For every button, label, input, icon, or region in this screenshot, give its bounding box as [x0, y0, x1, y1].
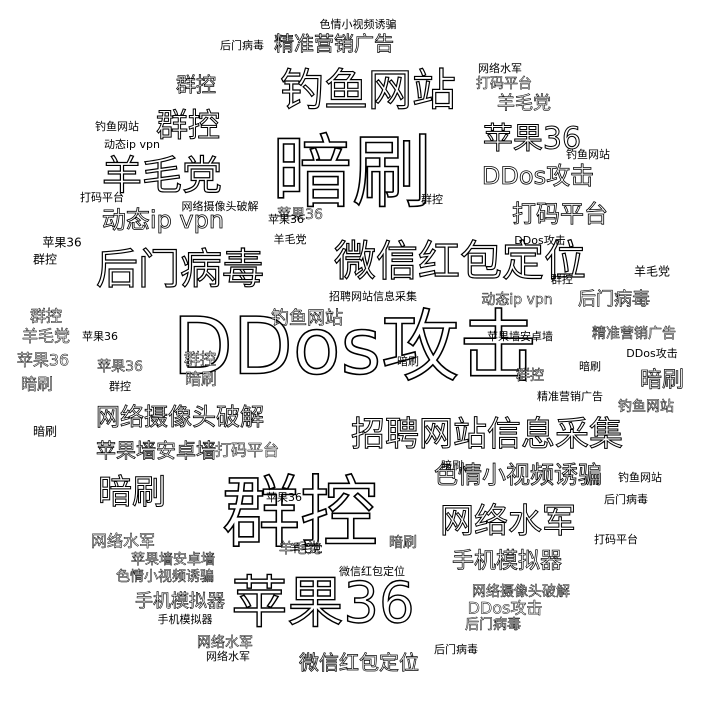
cloud-word: 群控 — [176, 73, 216, 97]
cloud-word: 打码平台 — [80, 190, 124, 204]
cloud-word: 苹果36 — [483, 122, 581, 157]
cloud-word: 暗刷 — [272, 126, 432, 219]
cloud-word: 网络水军 — [206, 649, 250, 663]
cloud-word: 苹果36 — [97, 359, 143, 375]
cloud-word: 暗刷 — [98, 473, 166, 513]
cloud-word: 动态ip vpn — [104, 138, 160, 151]
cloud-word: 羊毛党 — [290, 541, 323, 555]
cloud-word: 网络水军 — [478, 61, 522, 75]
cloud-word: 羊毛党 — [22, 327, 70, 346]
cloud-word: 暗刷 — [579, 359, 601, 373]
cloud-word: 网络摄像头破解 — [182, 199, 259, 213]
cloud-word: 群控 — [184, 350, 216, 369]
cloud-word: 网络摄像头破解 — [96, 403, 264, 431]
cloud-word: 打码平台 — [215, 441, 279, 460]
cloud-word: 招聘网站信息采集 — [329, 289, 417, 303]
cloud-word: 暗刷 — [640, 368, 684, 393]
cloud-word: 暗刷 — [397, 354, 419, 368]
cloud-word: 色情小视频诱骗 — [320, 17, 397, 31]
cloud-word: 暗刷 — [389, 535, 417, 551]
cloud-word: 羊毛党 — [497, 93, 551, 114]
cloud-word: 后门病毒 — [578, 289, 650, 310]
cloud-word: 钓鱼网站 — [271, 308, 343, 329]
cloud-word: 苹果36 — [268, 212, 304, 226]
cloud-word: 网络摄像头破解 — [472, 584, 570, 600]
cloud-word: 群控 — [109, 379, 131, 393]
cloud-word: 苹果36 — [42, 236, 81, 250]
cloud-word: 群控 — [551, 272, 573, 286]
cloud-word: 苹果36 — [82, 329, 118, 343]
cloud-word: 苹果36 — [17, 351, 69, 370]
cloud-word: 手机模拟器 — [158, 612, 213, 626]
cloud-word: 后门病毒 — [220, 38, 264, 52]
cloud-word: 钓鱼网站 — [618, 398, 674, 415]
cloud-word: 后门病毒 — [434, 642, 478, 656]
cloud-word: 打码平台 — [594, 532, 638, 546]
cloud-word: 钓鱼网站 — [95, 119, 139, 133]
cloud-word: 微信红包定位 — [299, 651, 419, 675]
cloud-word: 群控 — [33, 253, 57, 267]
cloud-word: DDos攻击 — [482, 162, 594, 190]
cloud-word: 群控 — [516, 368, 544, 384]
cloud-word: 群控 — [156, 106, 220, 144]
cloud-word: 苹果36 — [277, 207, 323, 223]
cloud-word: 羊毛党 — [279, 541, 321, 557]
cloud-word: 招聘网站信息采集 — [351, 415, 623, 455]
cloud-word: 微信红包定位 — [334, 237, 586, 286]
cloud-word: DDos攻击 — [626, 346, 677, 360]
cloud-word: DDos攻击 — [468, 599, 543, 618]
cloud-word: 后门病毒 — [604, 492, 648, 506]
cloud-word: 羊毛党 — [102, 153, 222, 199]
cloud-word: 打码平台 — [512, 200, 608, 228]
cloud-word: 钓鱼网站 — [566, 147, 610, 161]
cloud-word: 群控 — [222, 468, 378, 558]
cloud-word: 色情小视频诱骗 — [116, 568, 214, 585]
cloud-word: 苹果墙安卓墙 — [487, 329, 553, 343]
cloud-word: 群控 — [421, 192, 443, 206]
cloud-word: 群控 — [30, 307, 62, 326]
cloud-word: 暗刷 — [441, 458, 463, 472]
cloud-word: 后门病毒 — [465, 617, 521, 633]
cloud-word: DDos攻击 — [514, 233, 565, 247]
cloud-word: 网络水军 — [91, 532, 155, 551]
cloud-word: 微信红包定位 — [339, 564, 405, 578]
cloud-word: 羊毛党 — [634, 264, 670, 279]
cloud-word: 网络水军 — [440, 502, 576, 542]
cloud-word: 手机模拟器 — [135, 591, 225, 612]
cloud-word: 后门病毒 — [96, 245, 264, 294]
cloud-word: 苹果36 — [231, 571, 414, 636]
cloud-word: 暗刷 — [21, 375, 53, 394]
cloud-word: 苹果36 — [266, 490, 302, 504]
cloud-word: 动态ip vpn — [481, 292, 552, 308]
cloud-word: 打码平台 — [476, 75, 532, 92]
cloud-word: 网络水军 — [197, 635, 253, 651]
cloud-word: 苹果墙安卓墙 — [131, 552, 215, 568]
cloud-word: 手机模拟器 — [452, 549, 562, 574]
cloud-word: 钓鱼网站 — [618, 470, 662, 484]
cloud-word: 苹果墙安卓墙 — [96, 439, 216, 463]
cloud-word: 精准营销广告 — [592, 326, 676, 342]
cloud-word: 钓鱼网站 — [280, 65, 456, 116]
cloud-word: 动态ip vpn — [102, 206, 224, 234]
cloud-word: 暗刷 — [33, 424, 57, 439]
cloud-word: 精准营销广告 — [274, 32, 394, 56]
cloud-word: 暗刷 — [185, 370, 217, 389]
cloud-word: 羊毛党 — [274, 232, 307, 246]
cloud-word: 色情小视频诱骗 — [434, 461, 602, 489]
cloud-word: 精准营销广告 — [537, 389, 603, 403]
cloud-word: DDos攻击 — [173, 302, 537, 392]
